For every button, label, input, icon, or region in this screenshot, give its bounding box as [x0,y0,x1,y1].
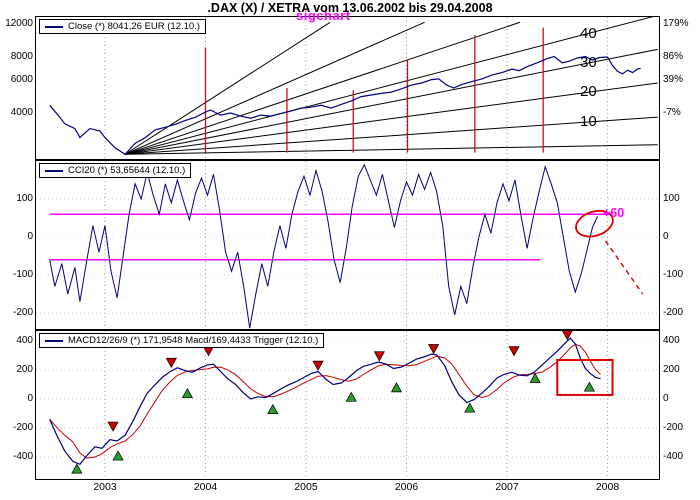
cci-plot-area[interactable] [36,161,659,329]
x-axis-tick: 2006 [394,481,419,493]
price-plot-area[interactable] [36,17,659,159]
fan-line-label: 20 [580,83,597,101]
y-axis-tick: 100 [16,193,33,204]
x-axis-tick: 2005 [294,481,318,493]
y-axis-tick: 179% [663,18,689,30]
y-axis-tick: 86% [663,51,684,63]
fan-line [125,144,658,155]
macd-legend-label: MACD12/26/9 (*) 171,9548 Macd/169,4433 T… [68,335,319,346]
macd-line-swatch-icon [45,339,63,342]
fan-line [125,48,658,155]
price-panel: Close (*) 8041,26 EUR (12.10.) [35,16,660,160]
y-axis-tick: 6000 [10,74,33,86]
y-axis-tick: 0 [27,393,33,404]
y-axis-tick: 12000 [5,18,33,30]
x-axis-tick: 2007 [495,481,519,493]
fan-line [124,17,654,155]
cci-legend-label: CCI20 (*) 53,65644 (12.10.) [68,165,186,176]
x-axis-tick: 2008 [595,481,620,493]
buy-signal-icon [529,372,541,383]
sell-signal-icon [312,360,324,371]
buy-signal-icon [181,387,194,399]
buy-signal-icon [267,403,279,415]
y-axis-tick: -400 [12,451,33,462]
sell-signal-icon [428,344,440,355]
chart-title: .DAX (X) / XETRA vom 13.06.2002 bis 29.0… [207,1,493,15]
sell-signal-icon [165,357,177,368]
buy-signal-icon [71,463,83,474]
price-legend-label: Close (*) 8041,26 EUR (12.10.) [68,21,201,32]
fan-line [125,116,658,155]
buy-signal-icon [390,382,403,393]
y-axis-tick: 0 [663,393,669,404]
y-axis-tick: 39% [663,74,684,86]
fan-line [124,21,521,155]
highlight-rectangle [556,358,614,396]
sell-signal-icon [107,421,119,432]
y-axis-tick: -400 [663,451,684,462]
y-axis-tick: 4000 [10,107,33,119]
cci-line-swatch-icon [45,169,63,172]
macd-line [49,337,601,466]
y-axis-tick: 100 [663,193,680,204]
macd-plot-area[interactable] [36,331,659,479]
sell-signal-icon [508,346,520,357]
macd-legend[interactable]: MACD12/26/9 (*) 171,9548 Macd/169,4433 T… [39,333,325,348]
cci-panel: CCI20 (*) 53,65644 (12.10.) [35,160,660,330]
cci-legend[interactable]: CCI20 (*) 53,65644 (12.10.) [39,163,192,178]
y-axis-tick: -100 [663,269,684,280]
projection-line [604,240,644,295]
fan-line-label: 40 [580,24,597,42]
price-line [49,55,641,156]
y-axis-tick: 200 [663,364,680,375]
sell-signal-icon [562,331,573,341]
buy-signal-icon [112,450,124,461]
fan-line-label: 10 [580,113,597,131]
y-axis-tick: 8000 [10,51,33,63]
cci-band-label: +60 [603,206,625,220]
trigger-line [49,343,601,459]
cci-line [49,163,598,329]
price-legend[interactable]: Close (*) 8041,26 EUR (12.10.) [39,19,207,34]
y-axis-tick: 0 [27,231,33,242]
macd-panel: MACD12/26/9 (*) 171,9548 Macd/169,4433 T… [35,330,660,480]
y-axis-tick: 400 [16,335,33,346]
y-axis-tick: -200 [663,422,684,433]
y-axis-tick: -200 [663,307,684,318]
y-axis-tick: 400 [663,335,680,346]
buy-signal-icon [464,402,476,413]
buy-signal-icon [583,381,596,392]
x-axis-tick: 2003 [93,481,117,493]
y-axis-tick: -100 [12,269,33,280]
y-axis-tick: -200 [12,422,33,433]
y-axis-tick: 0 [663,231,669,242]
fan-line [125,82,658,155]
sell-signal-icon [373,351,385,362]
x-axis-tick: 2004 [193,481,218,493]
watermark: sigchart [296,8,351,23]
highlight-ellipse [575,209,614,238]
y-axis-tick: -200 [12,307,33,318]
y-axis-tick: -7% [663,107,681,119]
fan-line-label: 30 [580,54,597,72]
fan-line [124,21,331,155]
fan-line [124,21,425,155]
close-line-swatch-icon [45,25,63,28]
buy-signal-icon [345,391,357,402]
y-axis-tick: 200 [16,364,33,375]
